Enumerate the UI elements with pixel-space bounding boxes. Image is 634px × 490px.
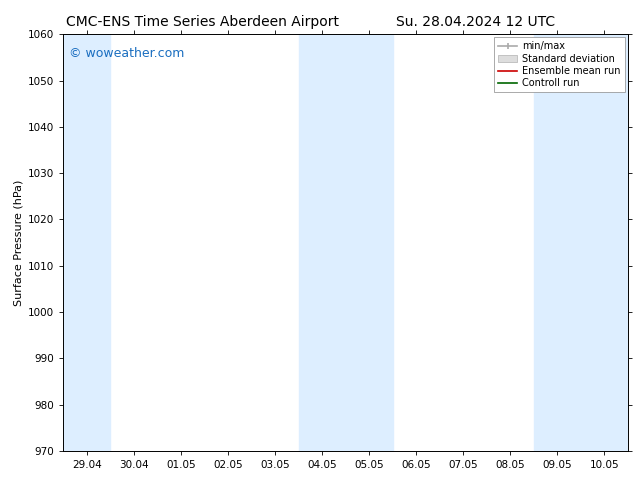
Y-axis label: Surface Pressure (hPa): Surface Pressure (hPa) [14, 179, 24, 306]
Bar [534, 34, 628, 451]
Text: © woweather.com: © woweather.com [69, 47, 184, 60]
Text: Su. 28.04.2024 12 UTC: Su. 28.04.2024 12 UTC [396, 15, 555, 29]
Bar [299, 34, 392, 451]
Text: CMC-ENS Time Series Aberdeen Airport: CMC-ENS Time Series Aberdeen Airport [67, 15, 339, 29]
Bar [63, 34, 110, 451]
Legend: min/max, Standard deviation, Ensemble mean run, Controll run: min/max, Standard deviation, Ensemble me… [494, 37, 624, 92]
